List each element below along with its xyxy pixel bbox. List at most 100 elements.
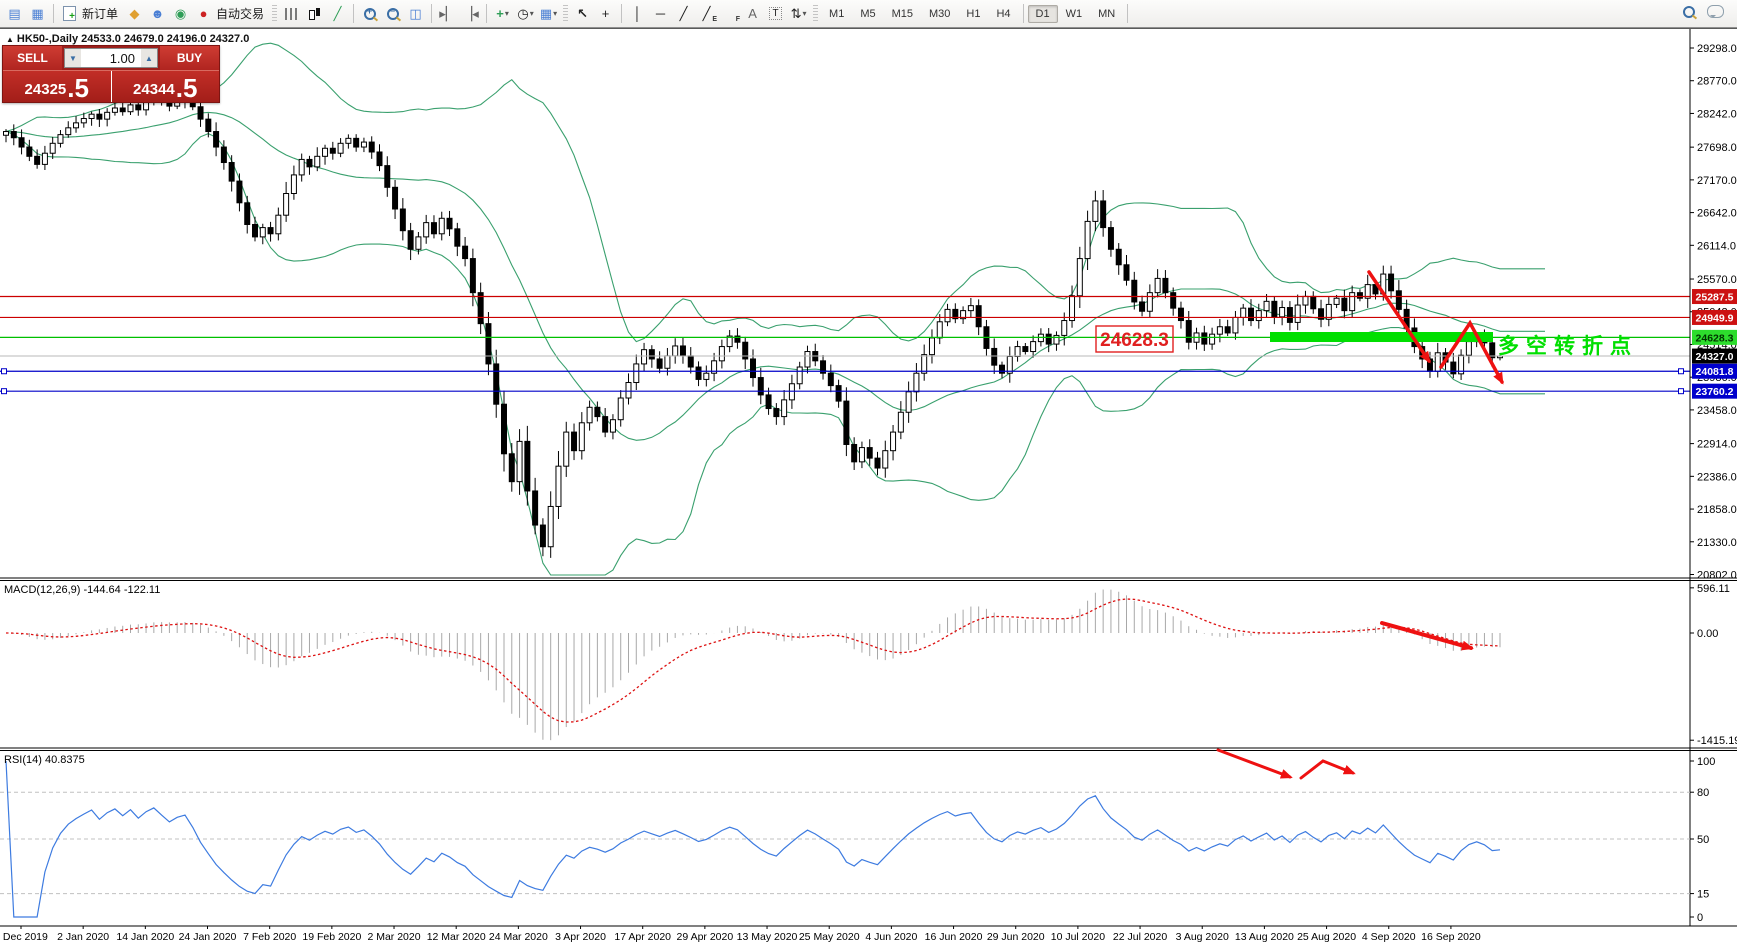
periods-icon[interactable]: ◷ ▾ — [517, 5, 534, 21]
bull-candle — [967, 305, 974, 312]
fibonacci-tool-icon[interactable]: F — [735, 15, 741, 23]
date-label: 2 Mar 2020 — [367, 931, 420, 943]
new-order-icon[interactable]: + — [58, 3, 81, 25]
tab-timeframe-m15[interactable]: M15 — [891, 7, 913, 20]
chat-icon[interactable] — [1707, 4, 1724, 23]
bear-candle — [306, 158, 313, 168]
tab-timeframe-m30[interactable]: M30 — [929, 7, 951, 20]
metaeditor-icon[interactable]: ◆ — [129, 5, 140, 21]
date-label: 13 Aug 2020 — [1235, 931, 1294, 943]
templates-icon[interactable]: ▦ ▾ — [539, 5, 558, 21]
line-handle[interactable] — [1, 388, 7, 395]
chart-canvas[interactable]: 29298.0 28770.0 28242.0 27698.0 27170.0 26642… — [0, 29, 1737, 946]
bear-candle — [1162, 277, 1169, 294]
bear-candle — [750, 358, 756, 379]
bear-candle — [477, 292, 484, 325]
bull-candle — [283, 193, 290, 216]
bull-candle — [718, 346, 725, 362]
crosshair-icon[interactable]: + — [601, 6, 610, 21]
tab-timeframe-d1[interactable]: D1 — [1027, 4, 1058, 23]
date-label: 3 Apr 2020 — [555, 931, 606, 943]
date-label: 29 Apr 2020 — [677, 931, 734, 943]
tab-timeframe-h4[interactable]: H4 — [996, 7, 1011, 20]
bear-candle — [267, 227, 274, 235]
tab-timeframe-mn[interactable]: MN — [1098, 7, 1116, 20]
data-window-icon[interactable]: ▦ — [31, 5, 44, 21]
bear-candle — [1201, 332, 1208, 345]
price-annotation-box[interactable] — [1095, 325, 1174, 353]
trendline-tool-icon[interactable]: ╱ — [679, 5, 688, 21]
horizontal-line-tool-icon[interactable]: ─ — [655, 6, 666, 21]
tab-timeframe-m1[interactable]: M1 — [829, 7, 845, 20]
support-zone-bar[interactable] — [1270, 332, 1493, 342]
buy-button[interactable]: BUY — [160, 46, 219, 70]
volume-input[interactable]: 1.00 — [109, 50, 135, 66]
date-label: 3 Aug 2020 — [1176, 931, 1229, 943]
charts-list-icon[interactable]: ▤ — [8, 5, 21, 21]
equidistant-channel-tool-icon[interactable]: ╱ E — [702, 5, 718, 23]
annotations[interactable]: 24628.3 多空转折点 — [1095, 270, 1638, 780]
bull-candle — [73, 122, 80, 129]
bear-candle — [827, 372, 834, 387]
toolbar-grip — [563, 4, 569, 23]
buy-price[interactable]: 24344.5 — [111, 71, 219, 102]
bear-candle — [368, 141, 375, 153]
date-label: 22 Jul 2020 — [1113, 931, 1167, 943]
cursor-icon[interactable]: ↖ — [577, 5, 588, 21]
zoom-in-icon[interactable]: + — [358, 3, 381, 25]
zoom-out-icon[interactable]: − — [381, 3, 404, 25]
date-label: 25 May 2020 — [799, 931, 860, 943]
bear-candle — [975, 305, 982, 328]
svg-text:596.11: 596.11 — [1697, 583, 1730, 595]
candlestick-mode-icon[interactable] — [303, 3, 326, 25]
svg-text:50: 50 — [1697, 834, 1709, 846]
indicators-icon[interactable]: + ▾ — [496, 6, 509, 21]
bear-candle — [1100, 200, 1107, 229]
chart-shift-icon[interactable]: ▕◂ — [462, 5, 479, 21]
tab-timeframe-w1[interactable]: W1 — [1065, 7, 1083, 20]
panel-collapse-icon[interactable]: ▲ — [6, 35, 14, 44]
tab-timeframe-h1[interactable]: H1 — [966, 7, 981, 20]
bear-candle — [1139, 301, 1146, 312]
bull-candle — [1030, 341, 1037, 353]
rsi-line — [5, 760, 1501, 918]
bull-candle — [423, 222, 430, 238]
bar-chart-mode-icon[interactable] — [280, 3, 303, 25]
price-level-lines[interactable] — [0, 295, 1690, 395]
tile-windows-icon[interactable]: ◫ — [409, 5, 422, 21]
volume-decrease-button[interactable]: ▼ — [65, 49, 81, 67]
candlesticks — [3, 90, 1503, 558]
svg-text:27170.0: 27170.0 — [1697, 175, 1737, 187]
bear-candle — [392, 186, 399, 210]
text-label-tool-icon[interactable]: T — [764, 3, 787, 25]
community-icon[interactable]: ☻ — [150, 6, 165, 21]
vertical-line-tool-icon[interactable]: │ — [633, 6, 642, 21]
bull-candle — [322, 147, 329, 157]
new-order-label[interactable]: 新订单 — [82, 7, 119, 21]
volume-increase-button[interactable]: ▲ — [141, 49, 157, 67]
arrows-tool-icon[interactable]: ⇅ ▾ — [790, 5, 807, 21]
toolbar-separator — [431, 4, 433, 23]
rsi-pane: RSI(14) 40.8375 100 80 50 15 0 — [0, 754, 1715, 924]
bear-candle — [493, 363, 500, 405]
bear-candle — [135, 104, 142, 111]
line-handle[interactable] — [1678, 388, 1684, 395]
bear-candle — [1248, 307, 1254, 322]
line-handle[interactable] — [1, 368, 7, 375]
autotrading-label[interactable]: 自动交易 — [216, 7, 265, 21]
text-tool-icon[interactable]: A — [748, 6, 757, 21]
chart-title-text: HK50-,Daily 24533.0 24679.0 24196.0 2432… — [16, 33, 250, 45]
autotrading-icon[interactable]: ● — [199, 6, 208, 21]
sell-button[interactable]: SELL — [3, 46, 62, 70]
date-label: 19 Feb 2020 — [302, 931, 361, 943]
bull-candle — [1465, 341, 1472, 356]
line-handle[interactable] — [1678, 368, 1684, 375]
tab-timeframe-m5[interactable]: M5 — [860, 7, 876, 20]
date-axis[interactable]: 8 Dec 2019 2 Jan 2020 14 Jan 2020 24 Jan 20… — [0, 926, 1481, 943]
sell-price[interactable]: 24325.5 — [3, 71, 112, 102]
auto-scroll-icon[interactable]: ▸▏ — [439, 5, 456, 21]
signals-icon[interactable]: ◉ — [174, 5, 187, 21]
line-chart-mode-icon[interactable]: ╱ — [333, 5, 342, 21]
bear-candle — [952, 308, 959, 320]
search-icon[interactable] — [1683, 5, 1695, 23]
